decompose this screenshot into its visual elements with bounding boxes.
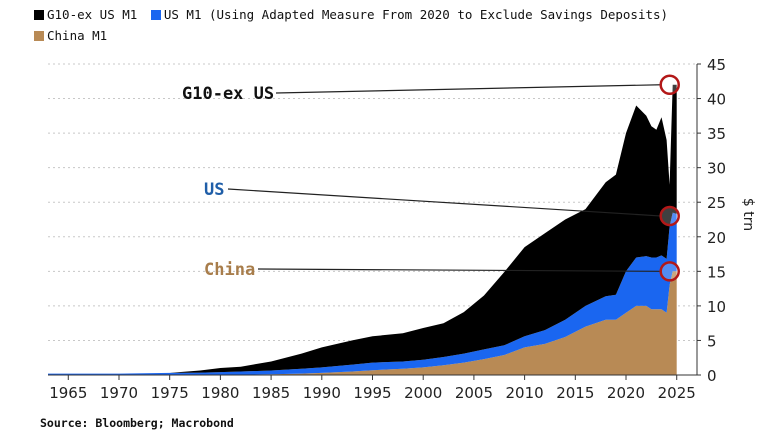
chart-legend: G10-ex US M1 US M1 (Using Adapted Measur… — [34, 4, 674, 46]
x-tick-label-2020: 2020 — [607, 384, 645, 402]
y-tick-label-5: 5 — [707, 332, 717, 350]
x-tick-label-1970: 1970 — [100, 384, 138, 402]
y-tick-label-25: 25 — [707, 194, 726, 212]
source-note: Source: Bloomberg; Macrobond — [40, 416, 234, 430]
x-tick-label-1980: 1980 — [201, 384, 239, 402]
legend-swatch-us — [150, 10, 161, 20]
legend-row-1: G10-ex US M1 US M1 (Using Adapted Measur… — [34, 4, 674, 25]
annotation-circle-g10-ex-us — [659, 74, 680, 95]
legend-item-g10: G10-ex US M1 — [34, 4, 137, 25]
annotation-leader-china — [257, 268, 662, 272]
y-tick-label-20: 20 — [707, 229, 726, 247]
legend-label-china: China M1 — [47, 28, 108, 43]
x-tick-label-1985: 1985 — [252, 384, 290, 402]
legend-label-us: US M1 (Using Adapted Measure From 2020 t… — [163, 7, 669, 22]
annotation-leader-g10-ex-us — [275, 84, 662, 94]
x-tick-label-1975: 1975 — [151, 384, 189, 402]
legend-row-2: China M1 — [34, 25, 674, 46]
annotation-label-us: US — [204, 180, 224, 200]
x-tick-label-1995: 1995 — [353, 384, 391, 402]
y-tick-label-30: 30 — [707, 160, 726, 178]
legend-label-g10: G10-ex US M1 — [47, 7, 138, 22]
annotation-label-g10-ex-us: G10-ex US — [182, 84, 274, 104]
annotation-leader-us — [227, 188, 662, 217]
annotation-circle-us — [659, 205, 680, 227]
y-tick-label-40: 40 — [707, 91, 726, 109]
x-tick-label-1965: 1965 — [49, 384, 87, 402]
x-tick-label-2005: 2005 — [455, 384, 493, 402]
area-g10-ex-us — [48, 84, 677, 374]
x-tick-label-2000: 2000 — [404, 384, 442, 402]
legend-item-us: US M1 (Using Adapted Measure From 2020 t… — [150, 4, 669, 25]
y-tick-label-0: 0 — [707, 367, 717, 385]
area-china — [48, 271, 677, 375]
x-tick-label-2010: 2010 — [506, 384, 544, 402]
y-tick-label-10: 10 — [707, 298, 726, 316]
y-tick-label-45: 45 — [707, 56, 726, 74]
y-axis-label: $ trn — [740, 198, 756, 231]
y-tick-label-15: 15 — [707, 263, 726, 281]
x-tick-label-2015: 2015 — [556, 384, 594, 402]
y-tick-label-35: 35 — [707, 125, 726, 143]
legend-swatch-g10 — [34, 10, 44, 20]
x-tick-label-1990: 1990 — [303, 384, 341, 402]
annotation-circle-china — [659, 261, 680, 282]
legend-item-china: China M1 — [34, 25, 107, 46]
legend-swatch-china — [34, 31, 44, 41]
x-tick-label-2025: 2025 — [658, 384, 696, 402]
annotation-label-china: China — [204, 260, 255, 280]
